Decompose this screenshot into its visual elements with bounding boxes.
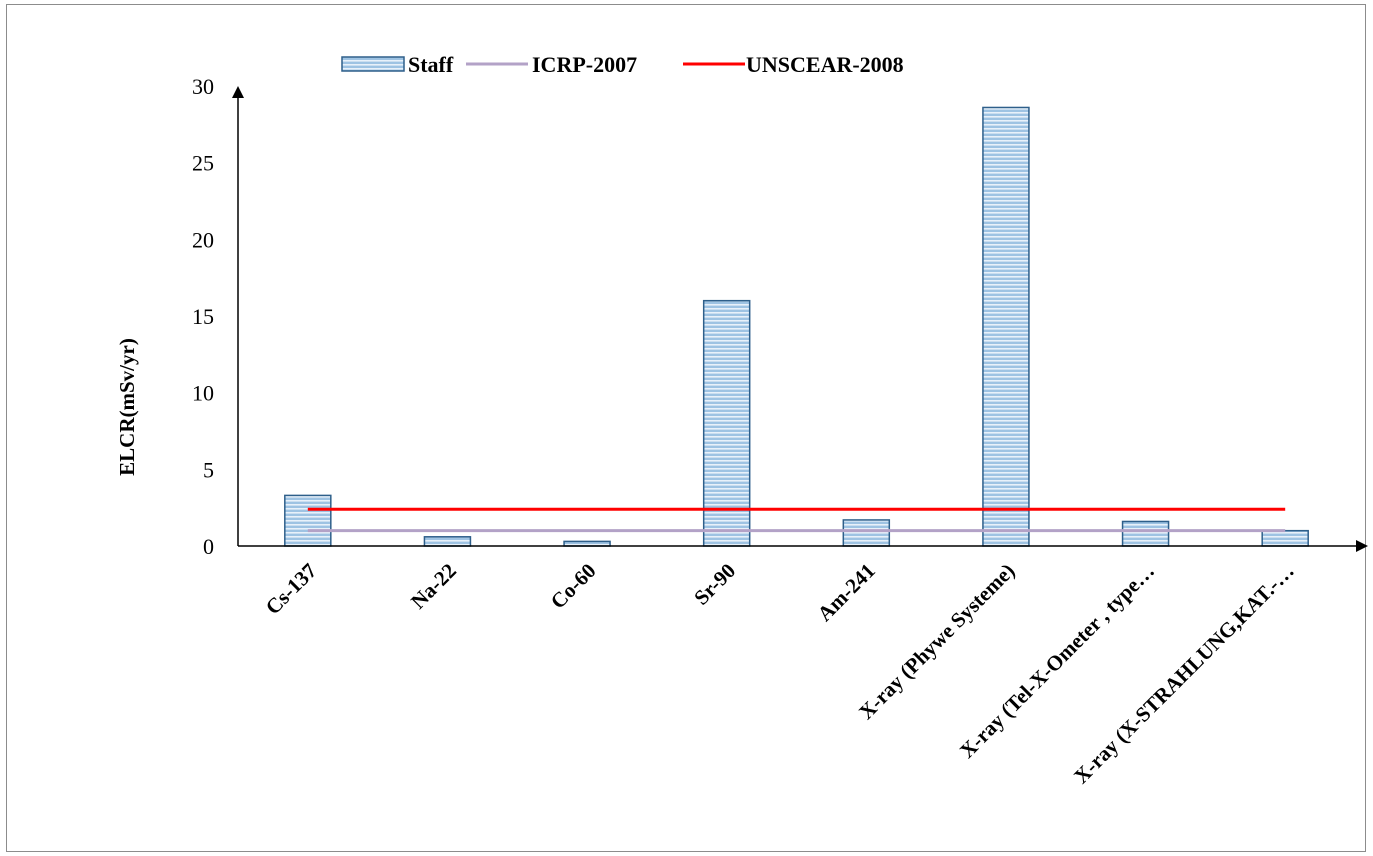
y-tick-label: 30 <box>192 74 214 99</box>
y-tick-label: 0 <box>203 534 214 559</box>
bar-1 <box>284 494 332 547</box>
x-tick-label: Cs-137 <box>261 559 322 620</box>
legend: Staff ICRP-2007 UNSCEAR-2008 <box>341 52 904 77</box>
legend-label-staff: Staff <box>408 52 454 77</box>
reference-lines <box>307 507 1286 533</box>
x-tick-label: X-ray (Phywe Systeme) <box>854 559 1019 724</box>
axes <box>232 86 1368 552</box>
bar-4 <box>702 299 751 547</box>
bar-6 <box>982 106 1030 547</box>
x-axis-arrow <box>1356 540 1368 552</box>
legend-label-unscear: UNSCEAR-2008 <box>746 52 904 77</box>
bar-7 <box>1121 520 1170 547</box>
y-tick-label: 20 <box>192 227 214 252</box>
legend-label-icrp: ICRP-2007 <box>532 52 637 77</box>
bars <box>284 106 1309 547</box>
x-tick-label: Am-241 <box>813 559 880 626</box>
y-axis-arrow <box>232 86 244 98</box>
bar-5 <box>842 519 891 547</box>
chart-frame <box>6 4 1366 852</box>
y-tick-label: 25 <box>192 151 214 176</box>
x-tick-label: Na-22 <box>406 559 461 614</box>
x-tick-label: Sr-90 <box>689 559 740 610</box>
bar-2 <box>423 536 472 547</box>
x-tick-label: Co-60 <box>546 559 601 614</box>
y-axis-ticks: 0 5 10 15 20 25 30 <box>192 74 214 559</box>
y-tick-label: 10 <box>192 381 214 406</box>
x-tick-label: X-ray (X-STRAHLUNG,KAT.-… <box>1069 559 1299 789</box>
y-tick-label: 5 <box>203 457 214 482</box>
y-tick-label: 15 <box>192 304 214 329</box>
legend-swatch-staff <box>341 56 405 72</box>
bar-8 <box>1261 529 1309 547</box>
y-axis-title: ELCR(mSv/yr) <box>115 338 139 476</box>
